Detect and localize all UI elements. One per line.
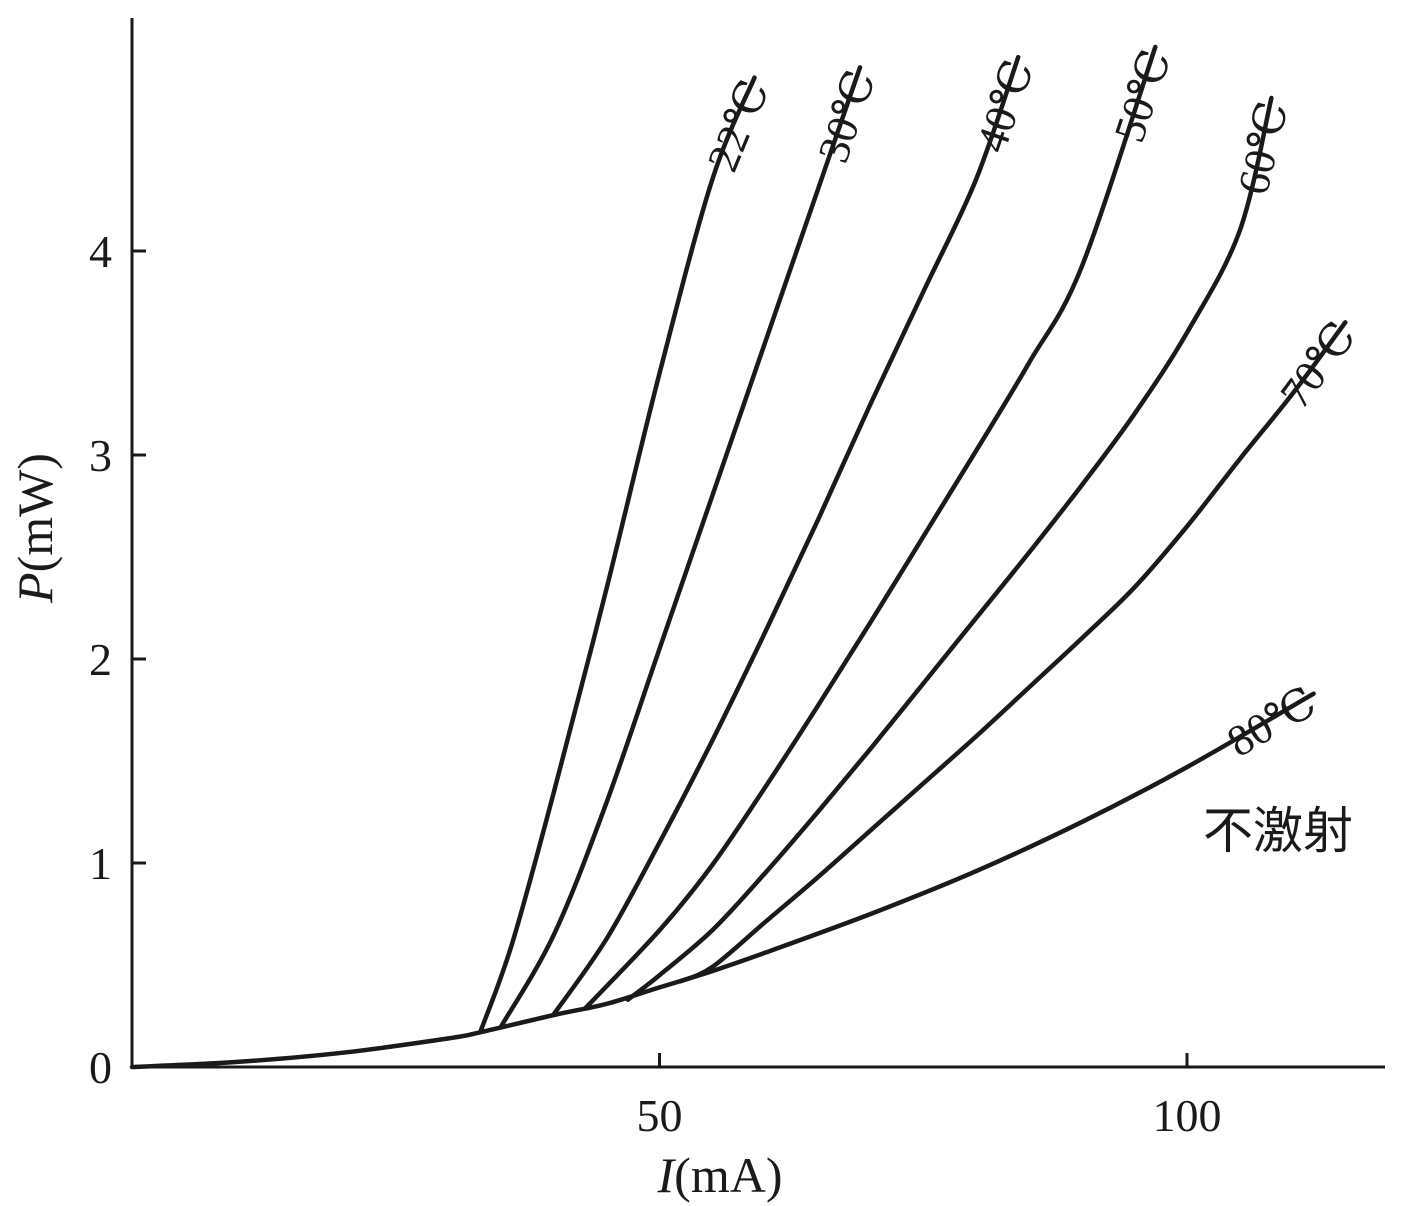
curve-5 <box>625 95 1274 1002</box>
curve-label-4: 50℃ <box>1105 44 1181 148</box>
curve-3 <box>551 54 1021 1017</box>
y-axis-label-unit: (mW) <box>7 453 63 572</box>
labels: 22℃ 30℃ 40℃ 50℃60℃70℃80℃ <box>698 44 1366 767</box>
curve-label-5: 60℃ <box>1228 97 1297 199</box>
x-axis-label-unit: (mA) <box>674 1147 782 1203</box>
x-axis-label: I(mA) <box>657 1147 783 1203</box>
y-tick-label: 3 <box>89 430 112 481</box>
curve-label-2: 30℃ <box>809 64 886 168</box>
curve-1 <box>477 75 757 1035</box>
curve-label-1: 22℃ <box>698 73 779 178</box>
x-tick-label: 50 <box>637 1090 683 1141</box>
y-tick-label: 4 <box>89 226 112 277</box>
y-tick-label: 1 <box>89 838 112 889</box>
axes: 50 100 0 1 2 3 4 <box>89 18 1385 1141</box>
curve-label-3: 40℃ <box>967 54 1044 158</box>
y-tick-label: 0 <box>89 1042 112 1093</box>
curve-4 <box>583 44 1158 1011</box>
curve-6 <box>678 320 1348 984</box>
curve-label-7: 80℃ <box>1219 678 1324 767</box>
no-lasing-label: 不激射 <box>1203 802 1353 860</box>
y-axis-label: P(mW) <box>7 453 63 604</box>
y-axis-label-var: P <box>7 572 63 604</box>
x-axis-label-var: I <box>657 1147 677 1203</box>
curves <box>129 44 1348 1070</box>
curve-spontaneous <box>129 691 1316 1070</box>
curve-2 <box>499 65 863 1029</box>
y-tick-label: 2 <box>89 634 112 685</box>
x-tick-label: 100 <box>1153 1090 1222 1141</box>
